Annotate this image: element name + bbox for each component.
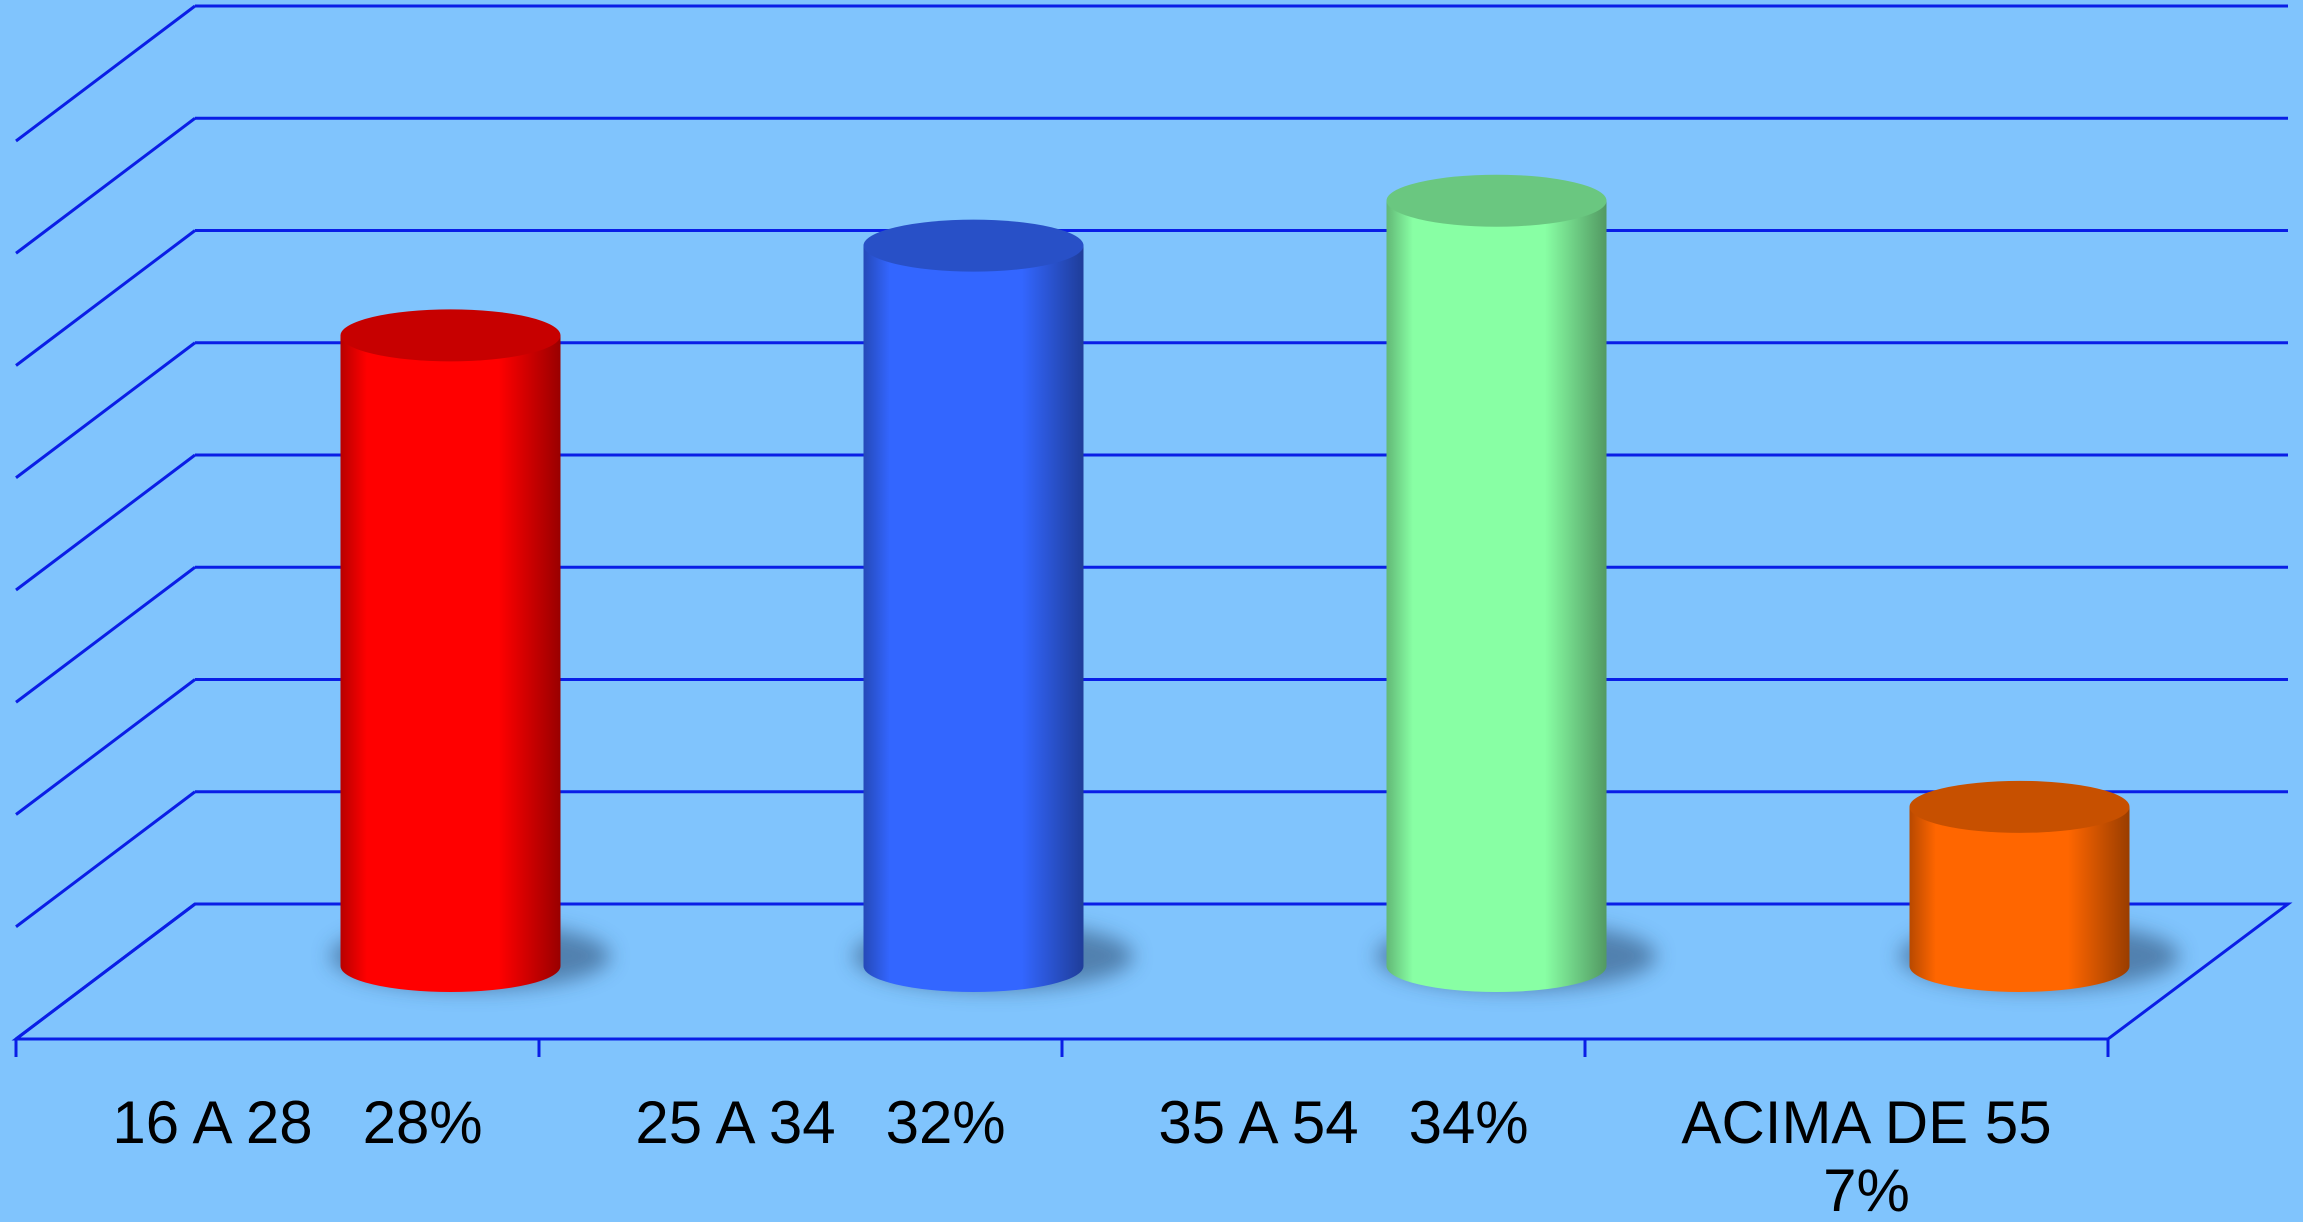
bar-0: [330, 309, 611, 992]
gridline-side: [15, 341, 196, 479]
bar-body: [1386, 200, 1607, 992]
bar-body: [863, 245, 1084, 992]
gridline-side: [15, 566, 196, 704]
gridline-side: [15, 790, 196, 928]
gridline-side: [15, 117, 196, 255]
bar-top: [340, 309, 561, 362]
gridline-side: [15, 678, 196, 816]
x-tick-label: ACIMA DE 55 7%: [1681, 1089, 2051, 1222]
category-labels: 16 A 28 28% 25 A 34 32% 35 A 54 34% ACIMA D…: [112, 1089, 2051, 1222]
bar-1: [853, 219, 1134, 992]
x-tick-label: 16 A 28 28%: [112, 1089, 482, 1156]
bar-top: [863, 219, 1084, 272]
bar-top: [1909, 780, 2130, 833]
bars: [330, 174, 2180, 992]
bar-3: [1899, 780, 2180, 992]
bar-2: [1376, 174, 1657, 992]
bar-body: [340, 335, 561, 992]
bar-top: [1386, 174, 1607, 227]
gridline-side: [15, 4, 196, 143]
gridline-side: [15, 453, 196, 592]
x-tick-label: 25 A 34 32%: [635, 1089, 1005, 1156]
gridline-side: [15, 229, 196, 367]
bar-body: [1909, 806, 2130, 992]
x-tick-label: 35 A 54 34%: [1158, 1089, 1528, 1156]
gridline-side: [15, 902, 196, 1041]
